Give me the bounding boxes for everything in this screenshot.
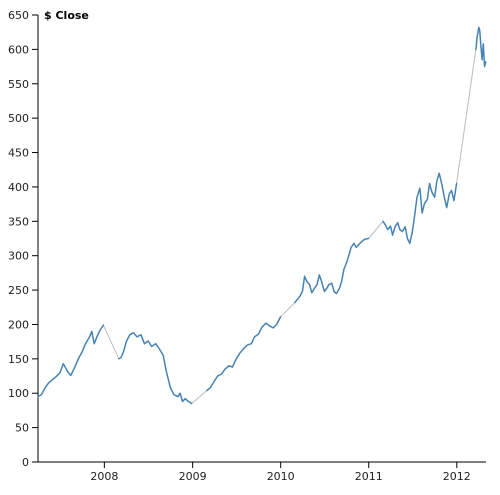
y-tick-label: 0: [22, 456, 29, 469]
y-tick-label: 500: [8, 112, 29, 125]
y-tick-label: 300: [8, 250, 29, 263]
series-segment: [383, 173, 457, 243]
y-axis: 0 50 100 150 200 250 300 350 400 450 500 550 600 650: [8, 9, 38, 469]
gap-connector: [457, 49, 476, 183]
x-tick-label: 2008: [90, 470, 118, 483]
y-tick-label: 650: [8, 9, 29, 22]
y-tick-label: 600: [8, 43, 29, 56]
y-tick-label: 400: [8, 181, 29, 194]
x-tick-label: 2010: [267, 470, 295, 483]
y-tick-label: 150: [8, 353, 29, 366]
x-tick-label: 2012: [443, 470, 471, 483]
series-segment: [295, 239, 369, 303]
gap-connector: [280, 302, 294, 316]
series-segment: [207, 317, 281, 391]
series-segment: [119, 333, 192, 404]
x-axis: 2008 2009 2010 2011 2012: [38, 462, 486, 483]
y-tick-label: 200: [8, 318, 29, 331]
series-segment: [476, 27, 486, 66]
x-tick-label: 2011: [355, 470, 383, 483]
series-segment: [38, 325, 103, 397]
gap-connector: [103, 325, 118, 359]
x-tick-label: 2009: [179, 470, 207, 483]
y-tick-label: 50: [15, 422, 29, 435]
y-tick-label: 550: [8, 78, 29, 91]
y-tick-label: 350: [8, 215, 29, 228]
y-tick-label: 100: [8, 387, 29, 400]
gap-connector: [369, 221, 383, 238]
y-axis-title: $ Close: [44, 9, 89, 22]
plot-area: [38, 27, 486, 403]
y-tick-label: 450: [8, 147, 29, 160]
gap-connector: [192, 390, 207, 403]
y-tick-label: 250: [8, 284, 29, 297]
